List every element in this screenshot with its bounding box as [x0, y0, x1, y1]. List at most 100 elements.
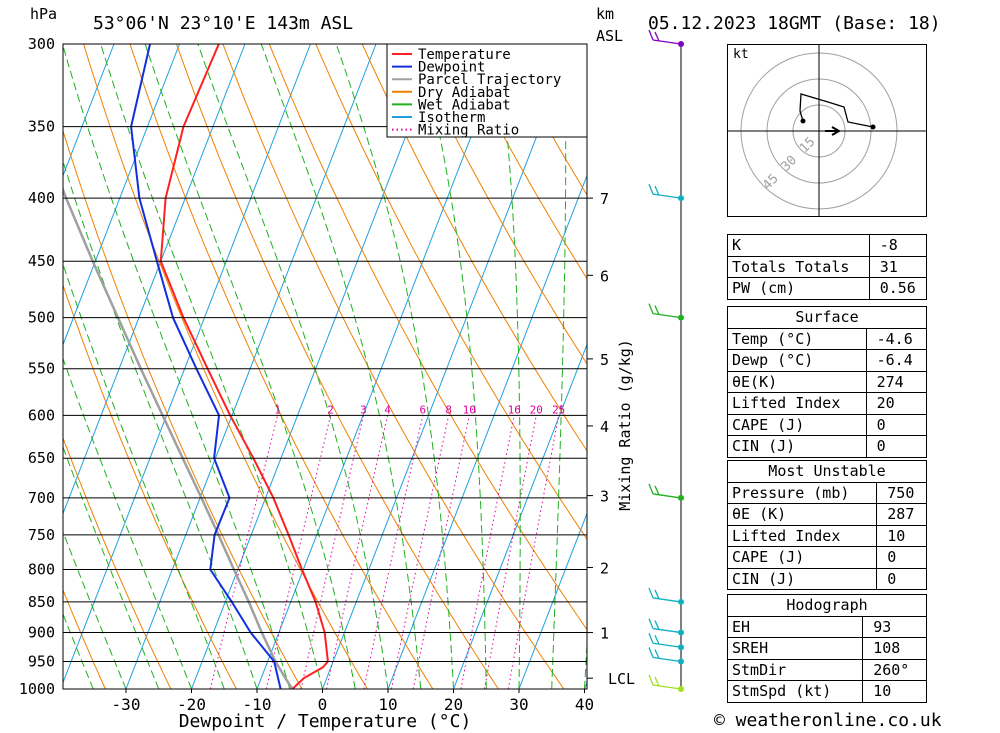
- x-tick-label: -20: [177, 695, 206, 714]
- table-title: Surface: [727, 306, 927, 329]
- pressure-tick-label: 450: [28, 252, 55, 270]
- row-value: 10: [876, 524, 927, 547]
- isotherm-line: [63, 44, 246, 515]
- row-label: StmSpd (kt): [726, 680, 864, 703]
- pressure-tick-label: 600: [28, 406, 55, 424]
- mixing-ratio-label: 8: [445, 403, 452, 416]
- isotherm-line: [322, 44, 573, 689]
- row-label: CAPE (J): [726, 546, 878, 569]
- asl-unit: ASL: [596, 27, 623, 45]
- wind-barb: [648, 632, 682, 648]
- legend-box: [386, 43, 588, 138]
- row-value: -6.4: [865, 349, 928, 372]
- mixing-ratio-line: [412, 415, 470, 689]
- height-tick-label: LCL: [608, 670, 635, 688]
- mixing-ratio-label: 10: [463, 403, 476, 416]
- height-tick-label: 3: [600, 488, 609, 506]
- dry-adiabat-line: [966, 44, 1000, 689]
- row-label: Pressure (mb): [726, 481, 878, 504]
- table-row: Lifted Index 20: [727, 392, 928, 415]
- mixing-ratio-line: [265, 415, 332, 689]
- pressure-tick-label: 500: [28, 309, 55, 327]
- parcel-trajectory-line: [63, 186, 294, 689]
- wind-barb: [648, 483, 682, 499]
- wind-barb: [648, 674, 682, 690]
- hodograph-ring-label: 15: [797, 135, 819, 157]
- hodograph-ring-label: 30: [778, 153, 800, 175]
- table-row: PW (cm) 0.56: [727, 277, 928, 300]
- x-tick-label: 10: [378, 695, 397, 714]
- row-value: 20: [865, 392, 928, 415]
- row-value: 0: [876, 567, 927, 590]
- hodograph-unit: kt: [733, 47, 749, 62]
- wet-adiabat-line: [63, 44, 291, 689]
- mixing-ratio-label: 1: [274, 403, 281, 416]
- pressure-tick-label: 350: [28, 118, 55, 136]
- dry-adiabat-line: [268, 44, 587, 631]
- dry-adiabat-line: [919, 44, 1000, 689]
- table-row: StmDir 260°: [726, 658, 927, 681]
- wet-adiabat-line: [63, 445, 160, 689]
- row-value: 10: [862, 680, 927, 703]
- wind-barb: [648, 29, 682, 45]
- row-label: CAPE (J): [727, 413, 867, 436]
- row-value: -8: [868, 234, 928, 257]
- row-label: CIN (J): [726, 567, 878, 590]
- pressure-tick-label: 800: [28, 561, 55, 579]
- row-label: PW (cm): [727, 277, 870, 300]
- mixing-ratio-line: [483, 415, 537, 689]
- isotherm-line: [125, 44, 377, 689]
- pressure-tick-label: 850: [28, 593, 55, 611]
- legend-label: Mixing Ratio: [418, 123, 519, 139]
- plot-frame: [62, 43, 588, 690]
- table-row: θE (K) 287: [726, 503, 927, 526]
- wind-barb: [648, 647, 682, 663]
- wind-barb: [648, 618, 682, 634]
- mixing-ratio-label: 4: [384, 403, 391, 416]
- table-title: Most Unstable: [727, 460, 927, 483]
- hodograph-point: [800, 118, 806, 124]
- row-value: -4.6: [865, 327, 928, 350]
- mixing-ratio-label: 20: [530, 403, 543, 416]
- isotherm-line: [518, 512, 587, 689]
- hodograph-table: Hodograph EH 93 SREH 108 StmDir 260° StmSpd (kt…: [726, 594, 927, 703]
- height-tick-label: 5: [600, 351, 609, 369]
- legend-label: Temperature: [418, 47, 511, 63]
- dry-adiabat-line: [361, 44, 587, 452]
- x-tick-label: 40: [575, 695, 594, 714]
- isotherm-line: [256, 44, 508, 689]
- x-axis-label: Dewpoint / Temperature (°C): [179, 711, 472, 732]
- wind-barb: [648, 183, 682, 199]
- copyright: © weatheronline.co.uk: [714, 710, 942, 731]
- legend-label: Parcel Trajectory: [418, 72, 561, 88]
- location-title: 53°06'N 23°10'E 143m ASL: [93, 13, 353, 34]
- row-value: 0.56: [868, 277, 928, 300]
- dry-adiabat-line: [63, 436, 172, 689]
- row-value: 93: [862, 615, 927, 638]
- table-row: CAPE (J) 0: [726, 546, 927, 569]
- pressure-tick-label: 1000: [19, 680, 55, 698]
- table-row: Temp (°C) -4.6: [727, 327, 928, 350]
- legend-label: Dewpoint: [418, 60, 485, 76]
- isotherm-line: [63, 44, 180, 346]
- hodograph-point: [870, 124, 876, 130]
- height-tick-label: 1: [600, 625, 609, 643]
- table-title: Hodograph: [727, 594, 927, 617]
- row-label: Totals Totals: [727, 255, 870, 278]
- table-row: Lifted Index 10: [726, 524, 927, 547]
- row-value: 31: [868, 255, 928, 278]
- legend-label: Isotherm: [418, 110, 485, 126]
- wet-adiabat-line: [260, 44, 422, 689]
- x-tick-label: -10: [243, 695, 272, 714]
- mixing-ratio-label: 2: [327, 403, 334, 416]
- mixing-ratio-label: 3: [360, 403, 367, 416]
- storm-motion-arrow: [825, 126, 842, 136]
- x-tick-label: 0: [318, 695, 328, 714]
- surface-table: Surface Temp (°C) -4.6 Dewp (°C) -6.4 θE(K) 27…: [727, 306, 928, 458]
- table-row: StmSpd (kt) 10: [726, 680, 927, 703]
- table-row: Dewp (°C) -6.4: [727, 349, 928, 372]
- mixing-ratio-label: 16: [508, 403, 521, 416]
- table-row: CIN (J) 0: [727, 435, 928, 458]
- table-row: Totals Totals 31: [727, 255, 928, 278]
- wet-adiabat-line: [551, 44, 567, 689]
